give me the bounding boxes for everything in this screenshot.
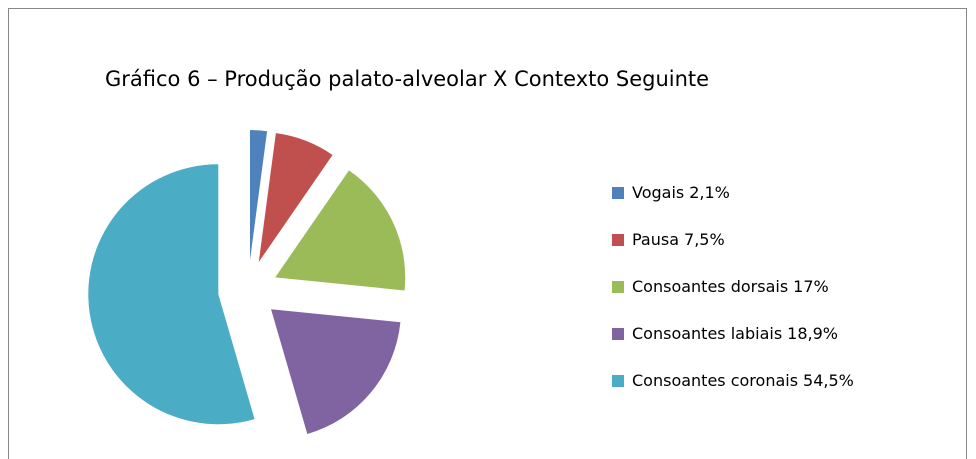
legend-value: 2,1% [689,183,730,202]
legend: Vogais 2,1% Pausa 7,5% Consoantes dorsais 17%… [612,183,854,390]
chart-title: Gráfico 6 – Produção palato-alveolar X C… [105,67,709,91]
pie-slice [275,170,406,291]
legend-label: Consoantes labiais 18,9% [632,324,838,343]
legend-label: Consoantes dorsais 17% [632,277,829,296]
legend-swatch [612,234,624,246]
pie-slice [249,130,268,261]
pie-slice [88,164,255,425]
frame [8,8,967,459]
pie-slice [271,309,401,435]
legend-label: Consoantes coronais 54,5% [632,371,854,390]
legend-category: Consoantes labiais [632,324,782,343]
legend-category: Pausa [632,230,679,249]
legend-label: Pausa 7,5% [632,230,725,249]
legend-value: 18,9% [787,324,838,343]
legend-swatch [612,375,624,387]
legend-swatch [612,281,624,293]
legend-category: Consoantes coronais [632,371,798,390]
legend-value: 54,5% [803,371,854,390]
legend-label: Vogais 2,1% [632,183,730,202]
legend-swatch [612,187,624,199]
legend-category: Vogais [632,183,684,202]
pie [88,130,406,435]
legend-value: 7,5% [684,230,725,249]
legend-category: Consoantes dorsais [632,277,788,296]
legend-value: 17% [793,277,829,296]
legend-swatch [612,328,624,340]
pie-slice [258,133,333,263]
